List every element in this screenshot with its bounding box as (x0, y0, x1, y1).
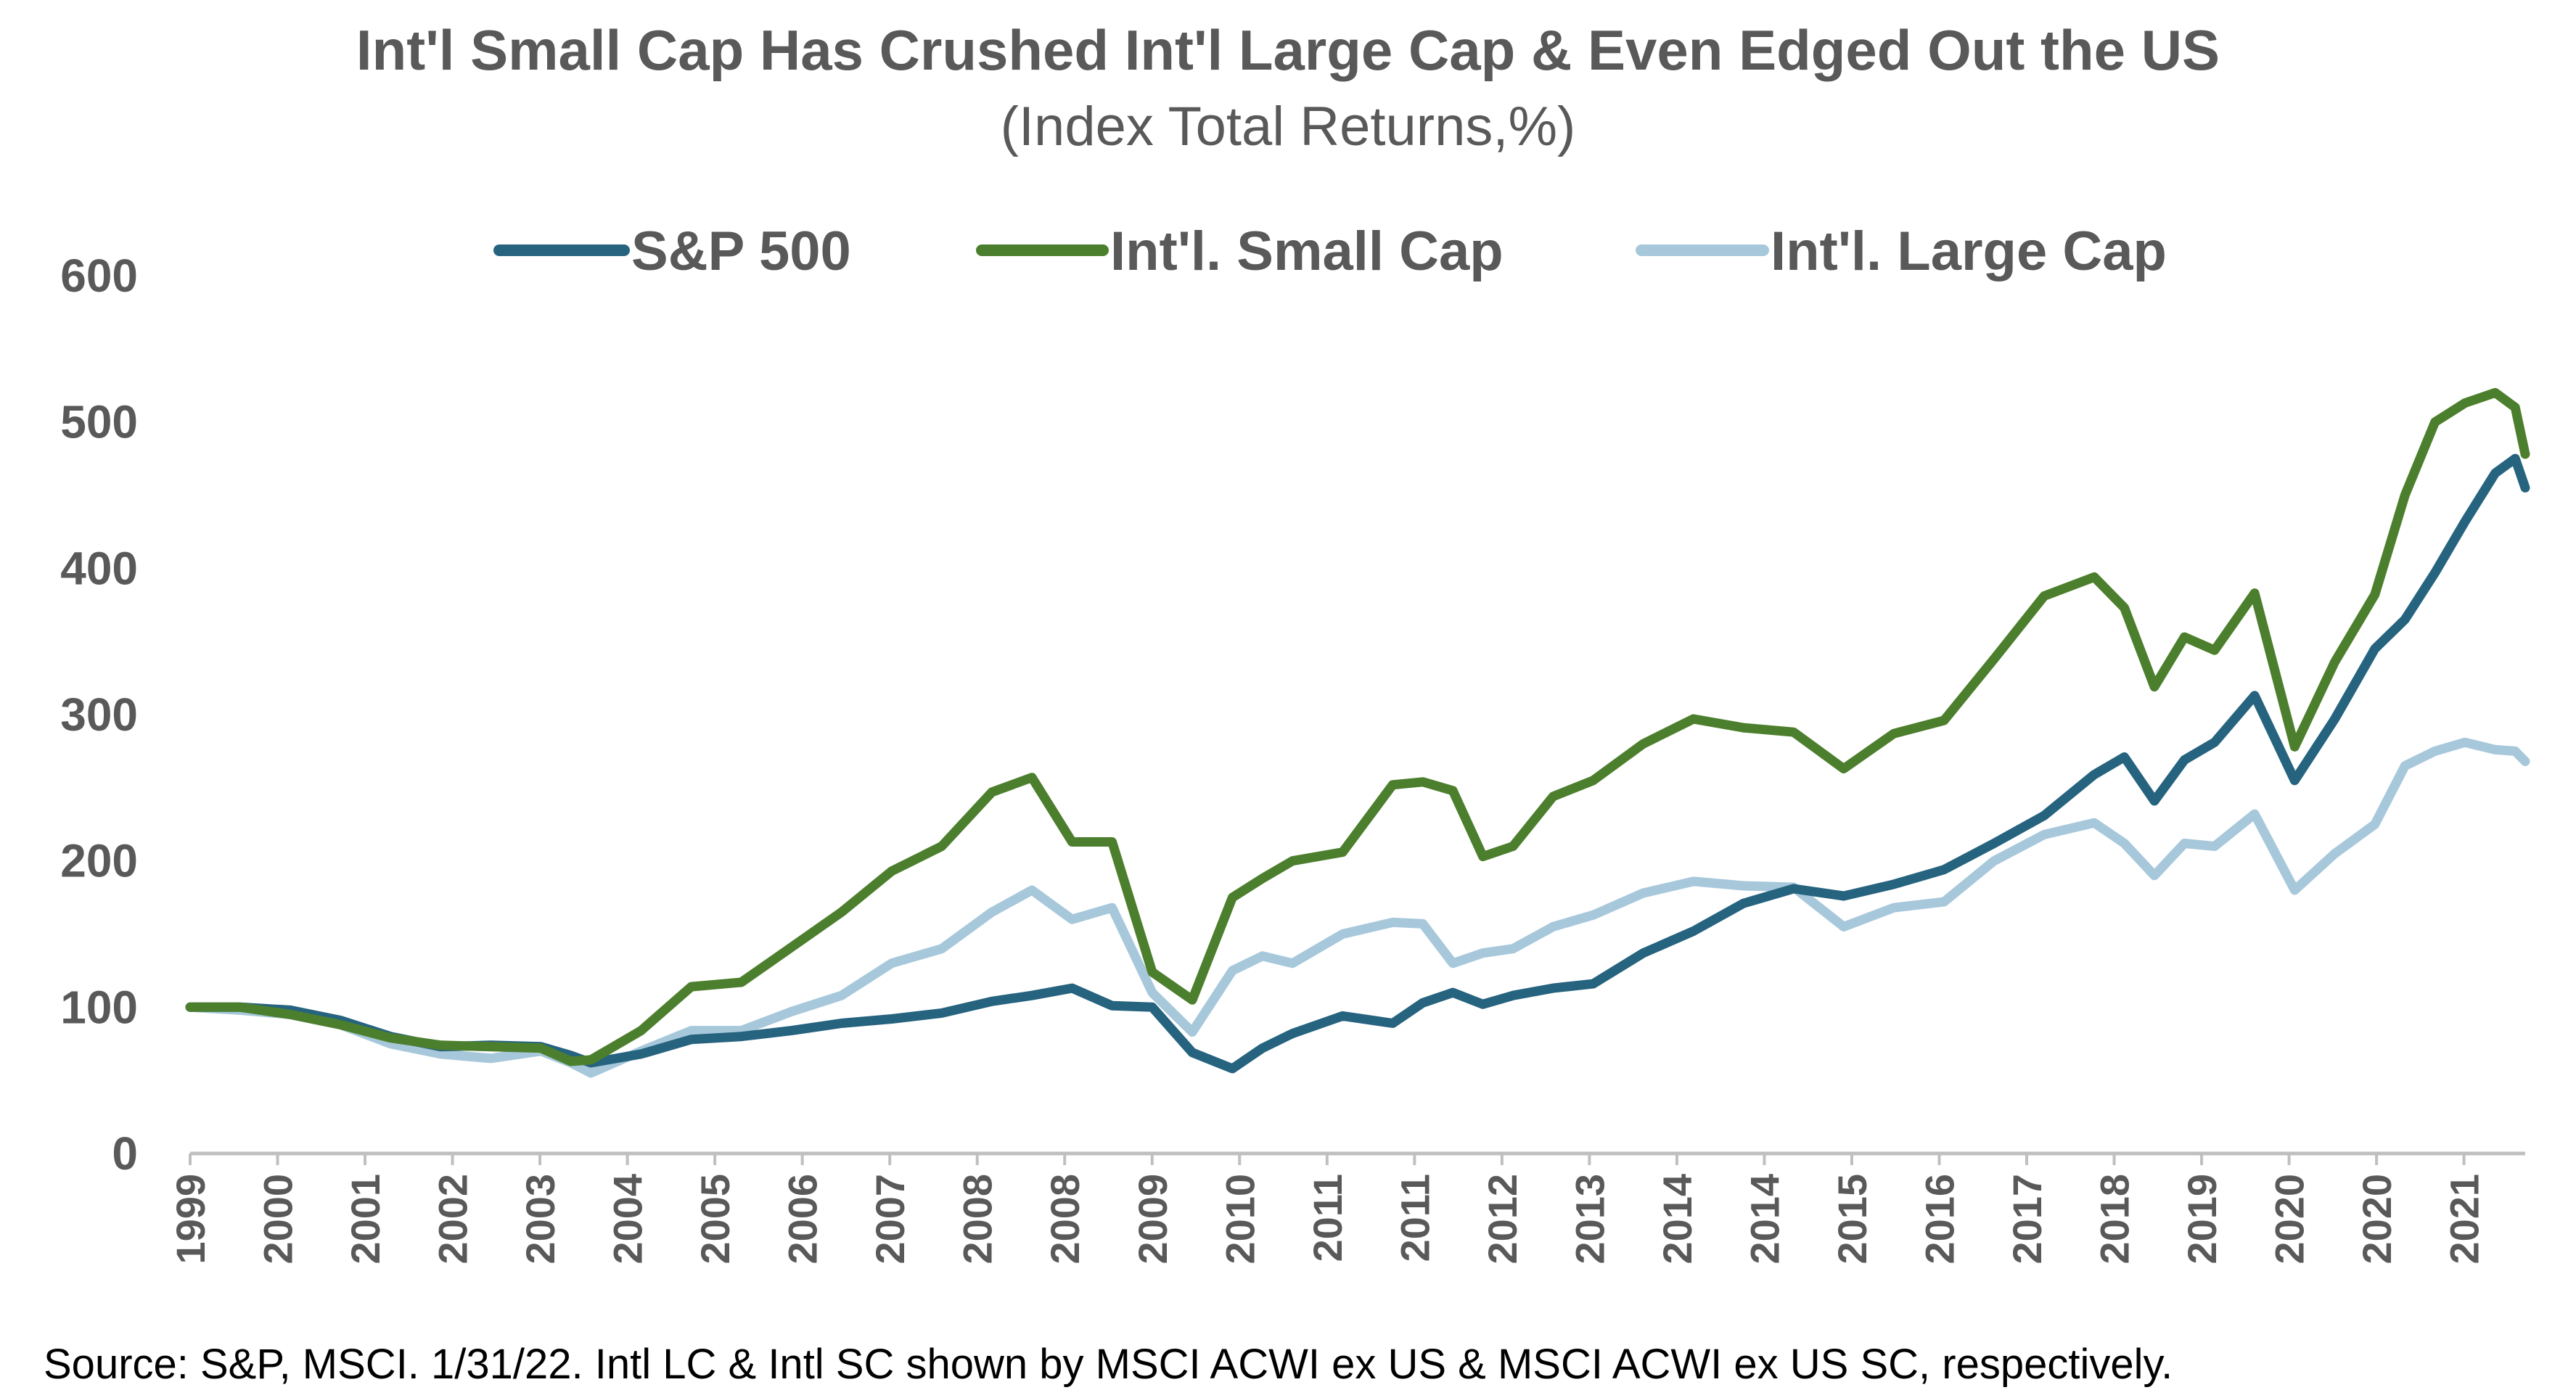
series-line-sp500 (185, 453, 2530, 1074)
x-tick-label: 2011 (1305, 1174, 1350, 1262)
y-tick-label: 400 (60, 542, 138, 594)
legend: S&P 500 Int'l. Small Cap Int'l. Large Ca… (493, 221, 2167, 282)
legend-label-intl-small-cap: Int'l. Small Cap (1110, 221, 1504, 282)
y-tick-label: 600 (60, 250, 138, 302)
x-axis: 1999 2000 2001 2002 2003 2004 2005 2006 2007 2008… (168, 1153, 2487, 1264)
x-tick-label: 2011 (1392, 1174, 1437, 1262)
x-tick-label: 2005 (692, 1174, 738, 1264)
source-note: Source: S&P, MSCI. 1/31/22. Intl LC & In… (44, 1341, 2173, 1388)
series-line-intl-small-cap (185, 387, 2530, 1066)
plot-area (185, 387, 2530, 1078)
x-tick-label: 2008 (1042, 1174, 1088, 1264)
x-tick-label: 2013 (1567, 1174, 1612, 1264)
x-tick-label: 2002 (430, 1174, 476, 1264)
x-tick-label: 2020 (2267, 1174, 2313, 1264)
x-tick-label: 2018 (2092, 1174, 2138, 1264)
x-tick-label: 2006 (780, 1174, 826, 1264)
x-tick-label: 2020 (2354, 1174, 2400, 1264)
chart-title: Int'l Small Cap Has Crushed Int'l Large … (356, 18, 2220, 82)
y-tick-label: 200 (60, 835, 138, 887)
y-tick-label: 0 (112, 1127, 138, 1180)
legend-label-intl-large-cap: Int'l. Large Cap (1771, 221, 2167, 282)
x-tick-label: 2014 (1654, 1174, 1700, 1264)
y-tick-label: 300 (60, 688, 138, 741)
x-tick-label: 2003 (517, 1174, 563, 1264)
x-tick-label: 2001 (342, 1174, 388, 1264)
legend-item-intl-large-cap[interactable]: Int'l. Large Cap (1636, 221, 2167, 282)
legend-item-intl-small-cap[interactable]: Int'l. Small Cap (976, 221, 1504, 282)
x-tick-label: 2016 (1916, 1174, 1962, 1264)
x-tick-label: 2009 (1130, 1174, 1176, 1264)
x-tick-label: 2021 (2442, 1174, 2487, 1264)
x-tick-label: 1999 (168, 1174, 213, 1264)
x-tick-label: 2019 (2179, 1174, 2225, 1264)
x-tick-label: 2010 (1217, 1174, 1263, 1264)
series-line-intl-large-cap (185, 737, 2530, 1078)
y-axis: 0 100 200 300 400 500 600 (60, 250, 138, 1180)
y-tick-label: 500 (60, 396, 138, 448)
x-tick-label: 2017 (2004, 1174, 2050, 1264)
x-tick-label: 2012 (1480, 1174, 1525, 1264)
x-tick-label: 2008 (955, 1174, 1001, 1264)
x-tick-label: 2015 (1829, 1174, 1875, 1264)
chart-subtitle: (Index Total Returns,%) (1001, 96, 1576, 157)
y-tick-label: 100 (60, 981, 138, 1033)
x-tick-label: 2000 (255, 1174, 301, 1264)
x-tick-label: 2004 (605, 1174, 651, 1264)
legend-item-sp500[interactable]: S&P 500 (493, 221, 851, 282)
x-tick-label: 2007 (867, 1174, 913, 1264)
x-tick-label: 2014 (1742, 1174, 1787, 1264)
legend-label-sp500: S&P 500 (631, 221, 851, 282)
